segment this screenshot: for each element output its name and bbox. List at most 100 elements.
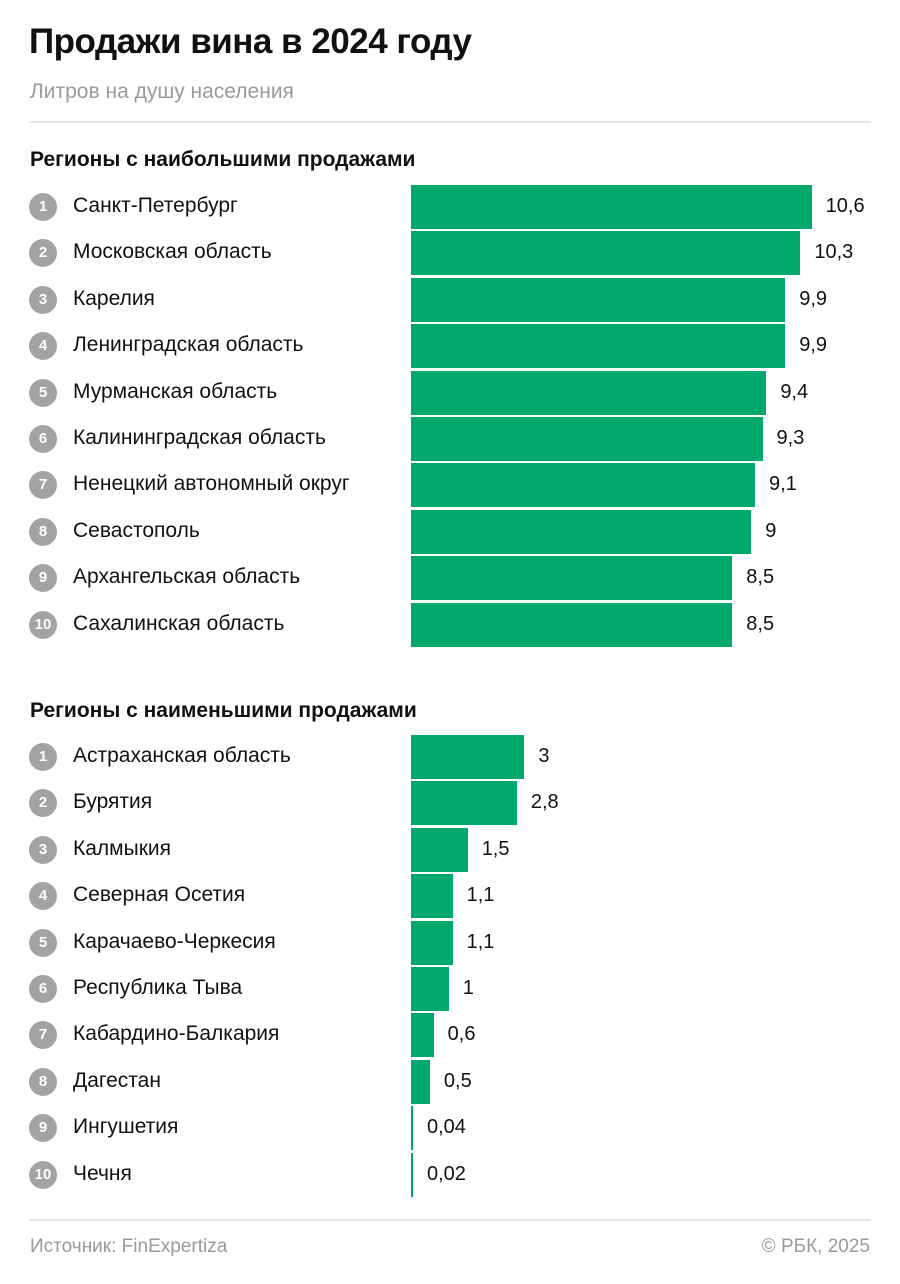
bar-row: 10 Сахалинская область 8,5 bbox=[0, 602, 900, 647]
bar bbox=[411, 967, 449, 1011]
bar bbox=[411, 920, 453, 965]
bar-row: 8 Дагестан 0,5 bbox=[0, 1059, 900, 1104]
rank-badge: 8 bbox=[29, 517, 57, 546]
value-label: 9 bbox=[765, 519, 777, 542]
rank-badge: 6 bbox=[29, 975, 57, 1003]
bar-row: 10 Чечня 0,02 bbox=[0, 1152, 900, 1197]
bar-row: 3 Карелия 9,9 bbox=[0, 277, 900, 322]
value-label: 1,1 bbox=[466, 884, 495, 907]
category-label: Архангельская область bbox=[73, 565, 301, 589]
value-label: 8,5 bbox=[746, 566, 775, 589]
value-label: 1,1 bbox=[466, 930, 495, 953]
rank-badge: 3 bbox=[29, 835, 57, 864]
rank-badge: 7 bbox=[29, 1021, 57, 1050]
rank-badge: 3 bbox=[29, 285, 57, 314]
rank-badge: 2 bbox=[29, 239, 57, 268]
section-title-top: Регионы с наибольшими продажами bbox=[30, 148, 416, 171]
value-label: 1 bbox=[462, 977, 474, 999]
value-label: 0,04 bbox=[427, 1116, 466, 1139]
value-label: 9,9 bbox=[799, 287, 828, 310]
chart-title: Продажи вина в 2024 году bbox=[29, 22, 472, 61]
category-label: Ингушетия bbox=[73, 1115, 179, 1139]
source-note: Источник: FinExpertiza bbox=[30, 1236, 228, 1257]
bar-row: 1 Астраханская область 3 bbox=[0, 735, 900, 779]
bar-row: 5 Карачаево-Черкесия 1,1 bbox=[0, 920, 900, 965]
bar bbox=[411, 370, 767, 415]
value-label: 9,4 bbox=[780, 380, 809, 403]
bar bbox=[411, 324, 786, 369]
rank-badge: 1 bbox=[29, 743, 57, 771]
bar-row: 9 Архангельская область 8,5 bbox=[0, 556, 900, 601]
value-label: 9,1 bbox=[768, 473, 797, 496]
bar-row: 7 Кабардино-Балкария 0,6 bbox=[0, 1013, 900, 1058]
divider bbox=[29, 1219, 871, 1221]
value-label: 0,5 bbox=[443, 1069, 472, 1092]
rank-badge: 7 bbox=[29, 471, 57, 500]
rank-badge: 10 bbox=[29, 610, 57, 639]
bar bbox=[411, 827, 468, 872]
category-label: Карелия bbox=[73, 286, 155, 310]
rank-badge: 2 bbox=[29, 789, 57, 818]
category-label: Бурятия bbox=[73, 790, 153, 814]
bar bbox=[411, 1059, 430, 1104]
bar bbox=[411, 277, 786, 322]
bar-row: 4 Северная Осетия 1,1 bbox=[0, 874, 900, 919]
bar bbox=[411, 185, 812, 229]
rank-badge: 9 bbox=[29, 564, 57, 593]
chart-subtitle: Литров на душу населения bbox=[30, 80, 294, 103]
bar-row: 9 Ингушетия 0,04 bbox=[0, 1106, 900, 1151]
category-label: Ненецкий автономный округ bbox=[73, 472, 350, 496]
bar-row: 8 Севастополь 9 bbox=[0, 509, 900, 554]
category-label: Севастополь bbox=[73, 518, 200, 542]
category-label: Дагестан bbox=[73, 1068, 161, 1092]
category-label: Ленинградская область bbox=[73, 333, 304, 357]
rank-badge: 8 bbox=[29, 1067, 57, 1096]
rank-badge: 4 bbox=[29, 332, 57, 361]
bar-row: 6 Калининградская область 9,3 bbox=[0, 417, 900, 461]
rank-badge: 5 bbox=[29, 928, 57, 957]
bar-row: 4 Ленинградская область 9,9 bbox=[0, 324, 900, 369]
value-label: 10,3 bbox=[814, 241, 854, 264]
value-label: 8,5 bbox=[746, 612, 775, 635]
bar bbox=[411, 1106, 413, 1151]
bar bbox=[411, 556, 733, 601]
bar-row: 2 Московская область 10,3 bbox=[0, 231, 900, 276]
value-label: 0,6 bbox=[447, 1023, 476, 1046]
bar-row: 7 Ненецкий автономный округ 9,1 bbox=[0, 463, 900, 508]
rank-badge: 6 bbox=[29, 425, 57, 453]
category-label: Московская область bbox=[73, 240, 272, 264]
bar bbox=[411, 417, 763, 461]
bar bbox=[411, 735, 525, 779]
rank-badge: 10 bbox=[29, 1160, 57, 1189]
category-label: Сахалинская область bbox=[73, 611, 285, 635]
value-label: 2,8 bbox=[530, 791, 559, 814]
category-label: Чечня bbox=[73, 1161, 132, 1185]
category-label: Калининградская область bbox=[73, 426, 326, 449]
bar-row: 6 Республика Тыва 1 bbox=[0, 967, 900, 1011]
bar bbox=[411, 509, 752, 554]
category-label: Кабардино-Балкария bbox=[73, 1022, 280, 1046]
category-label: Северная Осетия bbox=[73, 883, 246, 907]
category-label: Астраханская область bbox=[73, 744, 291, 767]
bar-row: 5 Мурманская область 9,4 bbox=[0, 370, 900, 415]
category-label: Мурманская область bbox=[73, 379, 278, 403]
rank-badge: 4 bbox=[29, 882, 57, 911]
category-label: Республика Тыва bbox=[73, 976, 243, 999]
rank-badge: 1 bbox=[29, 193, 57, 221]
category-label: Карачаево-Черкесия bbox=[73, 929, 276, 953]
divider bbox=[29, 121, 871, 123]
category-label: Санкт-Петербург bbox=[73, 194, 238, 217]
value-label: 10,6 bbox=[825, 195, 865, 217]
copyright: © РБК, 2025 bbox=[761, 1236, 870, 1257]
bar-row: 1 Санкт-Петербург 10,6 bbox=[0, 185, 900, 229]
bar bbox=[411, 1152, 413, 1197]
category-label: Калмыкия bbox=[73, 836, 171, 860]
value-label: 9,3 bbox=[776, 427, 805, 449]
bar bbox=[411, 463, 755, 508]
bar bbox=[411, 874, 453, 919]
bar bbox=[411, 602, 733, 647]
value-label: 3 bbox=[538, 745, 550, 767]
rank-badge: 5 bbox=[29, 378, 57, 407]
bar-row: 2 Бурятия 2,8 bbox=[0, 781, 900, 826]
rank-badge: 9 bbox=[29, 1114, 57, 1143]
